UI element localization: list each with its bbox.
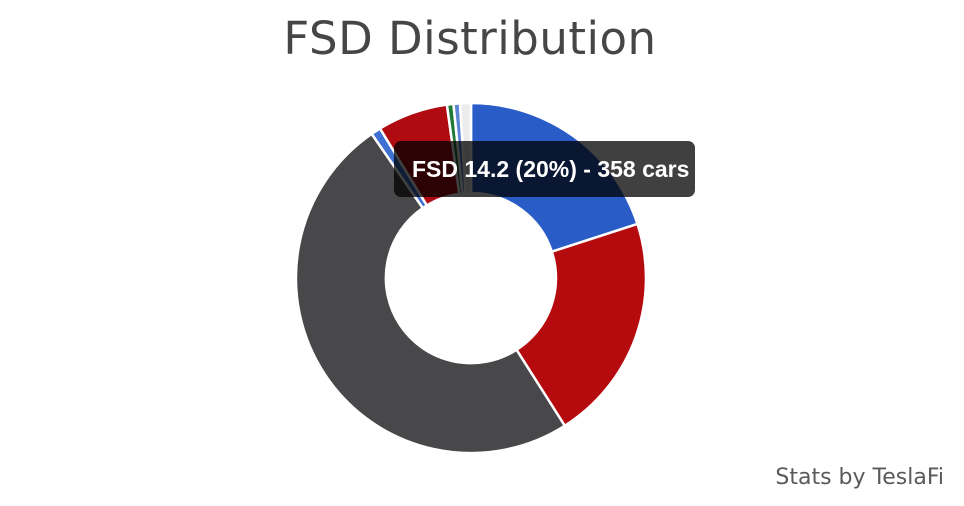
tooltip-text: FSD 14.2 (20%) - 358 cars [412,155,690,182]
page-title: FSD Distribution [283,12,657,65]
chart-tooltip: FSD 14.2 (20%) - 358 cars [394,141,695,197]
donut-segment-2[interactable] [294,132,567,455]
donut-segment-1[interactable] [515,222,648,428]
footer-credit: Stats by TeslaFi [775,465,944,490]
